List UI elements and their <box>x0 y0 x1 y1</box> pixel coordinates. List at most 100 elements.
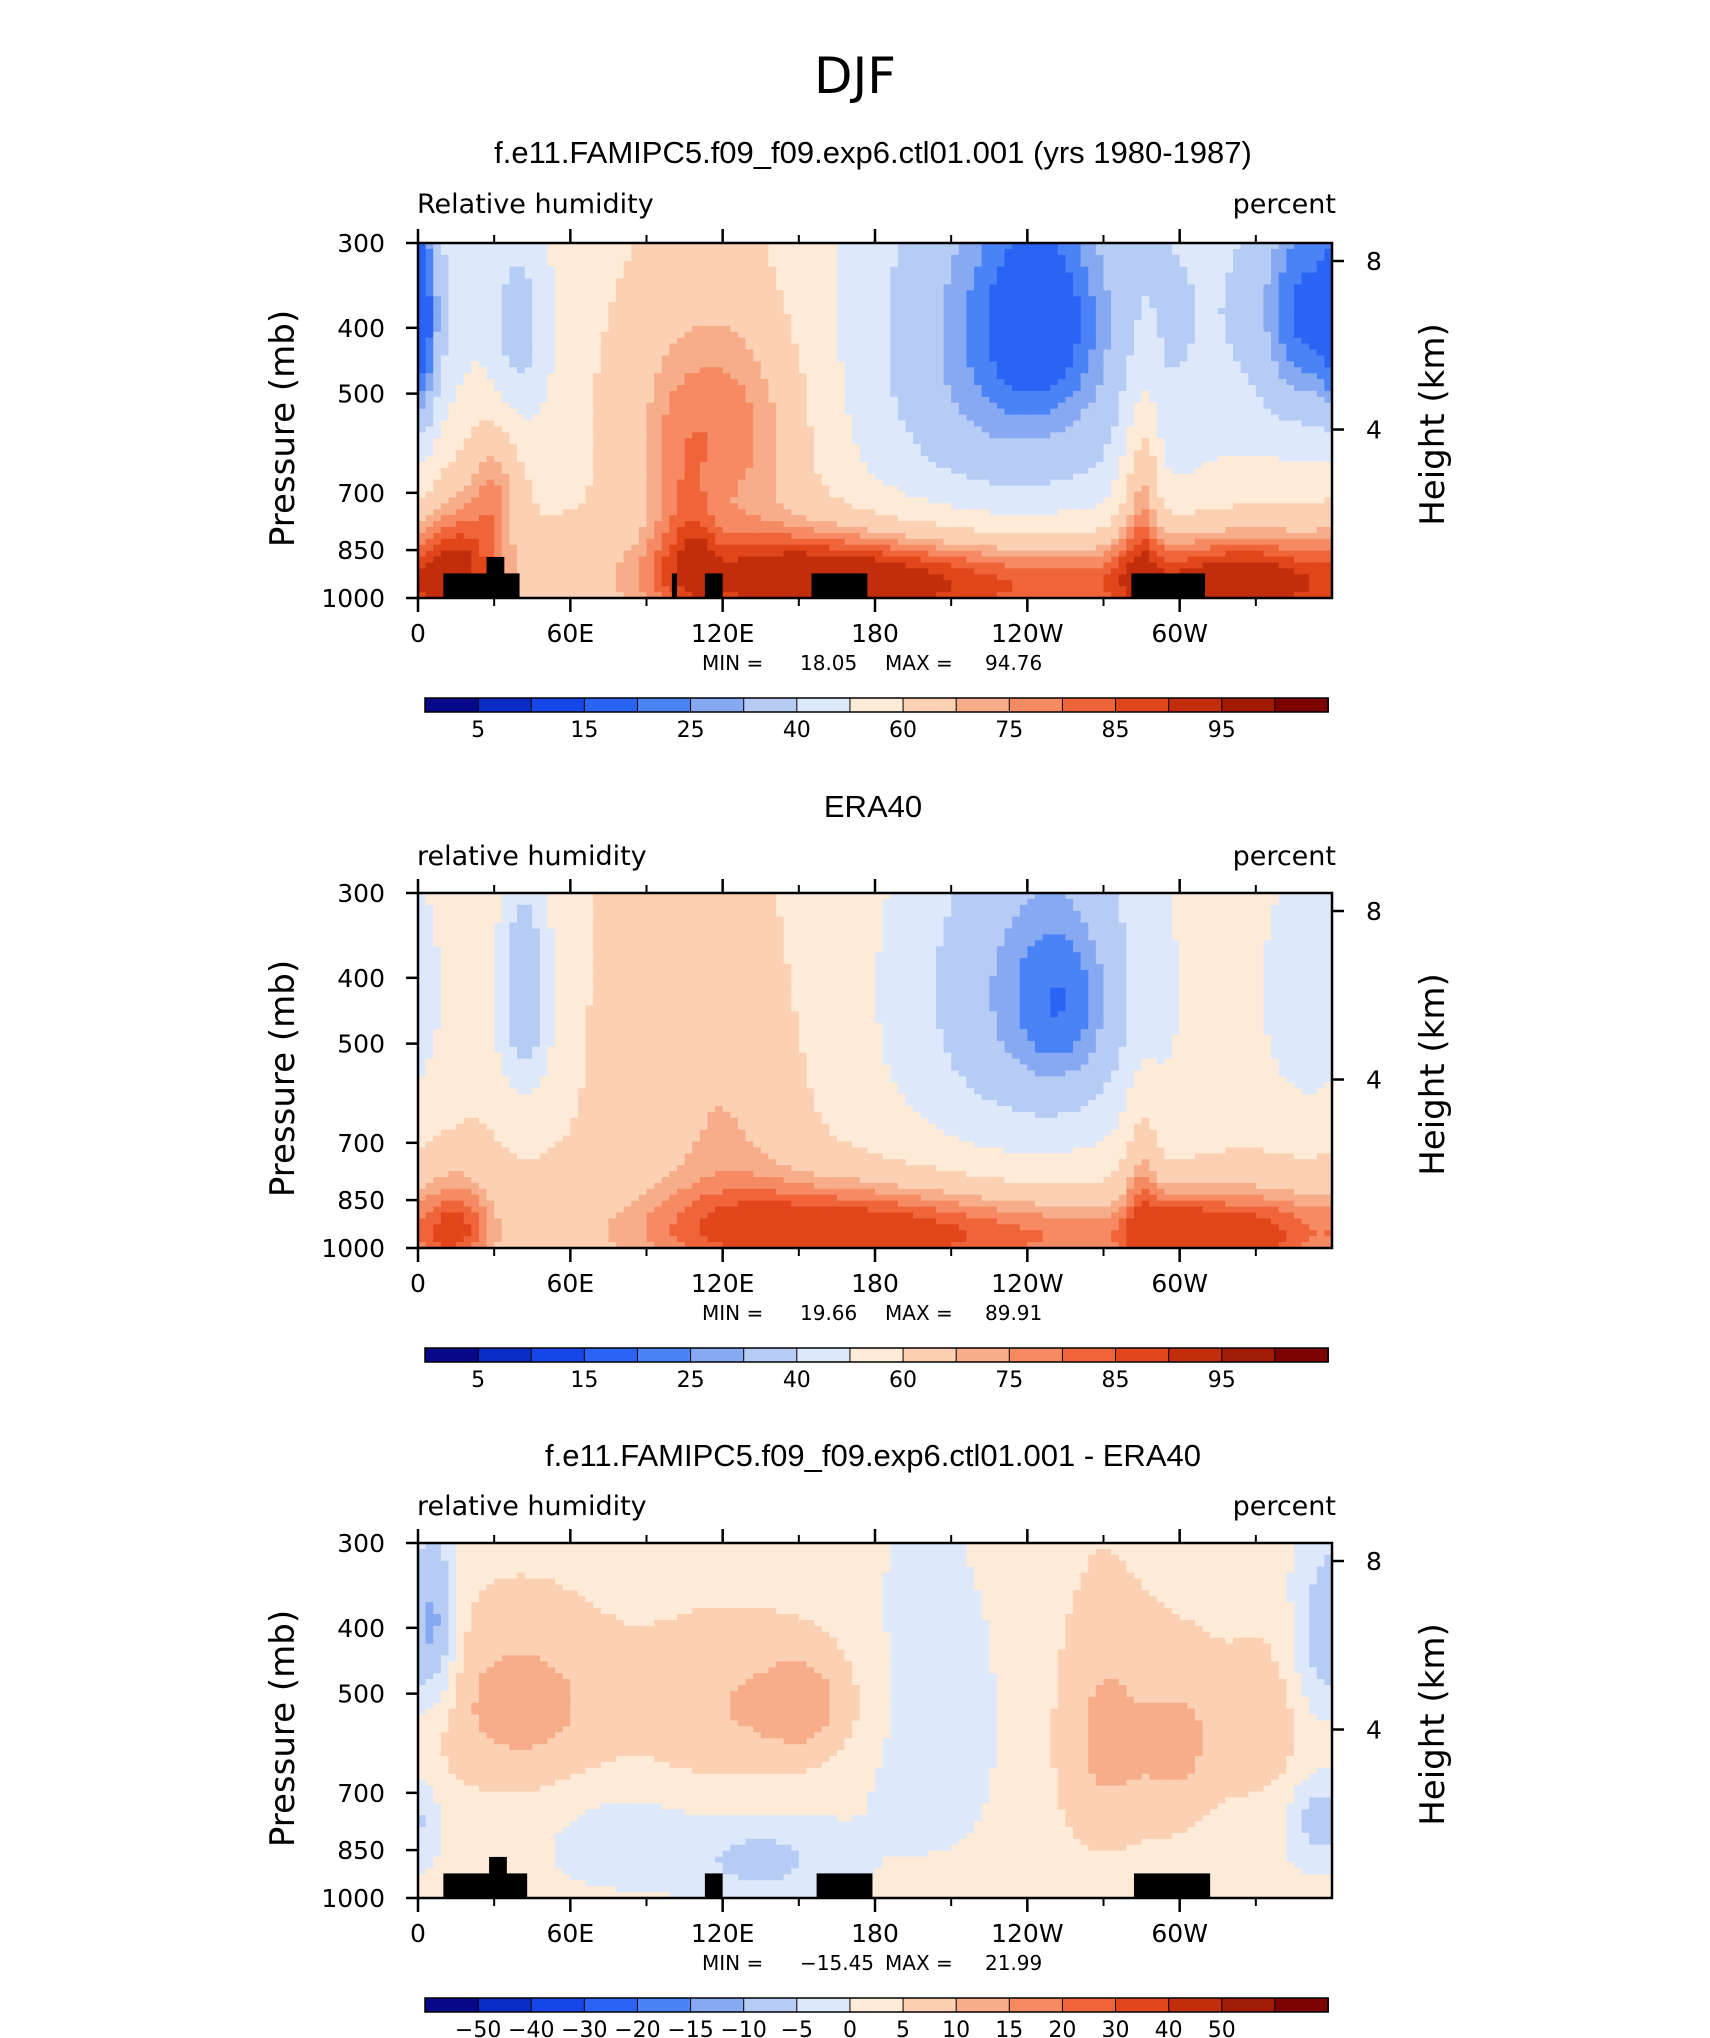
heatmap-cell <box>1210 355 1218 362</box>
heatmap-cell <box>905 338 913 345</box>
heatmap-cell <box>525 314 533 321</box>
heatmap-cell <box>974 296 982 303</box>
heatmap-cell <box>845 326 853 333</box>
heatmap-cell <box>456 379 464 386</box>
heatmap-cell <box>768 308 776 315</box>
heatmap-cell <box>814 314 822 321</box>
heatmap-cell <box>1073 308 1081 315</box>
heatmap-cell <box>517 314 525 321</box>
heatmap-cell <box>791 332 799 339</box>
heatmap-cell <box>547 296 555 303</box>
heatmap-cell <box>1180 355 1188 362</box>
heatmap-cell <box>1164 415 1172 422</box>
heatmap-cell <box>601 267 609 274</box>
heatmap-cell <box>532 308 540 315</box>
heatmap-cell <box>593 403 601 410</box>
heatmap-cell <box>1111 296 1119 303</box>
heatmap-cell <box>707 267 715 274</box>
heatmap-cell <box>1157 308 1165 315</box>
heatmap-cell <box>1309 314 1317 321</box>
heatmap-cell <box>494 361 502 368</box>
heatmap-cell <box>426 326 434 333</box>
heatmap-cell <box>441 373 449 380</box>
heatmap-cell <box>738 421 746 428</box>
heatmap-cell <box>1119 421 1127 428</box>
heatmap-cell <box>555 267 563 274</box>
heatmap-cell <box>1043 385 1051 392</box>
heatmap-cell <box>829 279 837 286</box>
heatmap-cell <box>867 421 875 428</box>
heatmap-cell <box>1294 350 1302 357</box>
heatmap-cell <box>517 350 525 357</box>
heatmap-cell <box>1225 296 1233 303</box>
heatmap-cell <box>723 426 731 433</box>
heatmap-cell <box>1210 361 1218 368</box>
heatmap-cell <box>768 391 776 398</box>
heatmap-cell <box>913 415 921 422</box>
heatmap-cell <box>692 361 700 368</box>
heatmap-cell <box>1035 385 1043 392</box>
heatmap-cell <box>1203 308 1211 315</box>
heatmap-cell <box>1035 426 1043 433</box>
heatmap-cell <box>966 432 974 439</box>
heatmap-cell <box>814 361 822 368</box>
heatmap-cell <box>784 255 792 262</box>
heatmap-cell <box>791 361 799 368</box>
heatmap-cell <box>1058 267 1066 274</box>
heatmap-cell <box>784 367 792 374</box>
heatmap-cell <box>715 426 723 433</box>
heatmap-cell <box>1309 302 1317 309</box>
heatmap-cell <box>707 391 715 398</box>
heatmap-cell <box>1218 409 1226 416</box>
heatmap-cell <box>509 273 517 280</box>
heatmap-cell <box>936 344 944 351</box>
heatmap-cell <box>974 361 982 368</box>
heatmap-cell <box>1088 338 1096 345</box>
heatmap-cell <box>578 415 586 422</box>
heatmap-cell <box>1058 338 1066 345</box>
heatmap-cell <box>776 373 784 380</box>
heatmap-cell <box>1157 267 1165 274</box>
heatmap-cell <box>1180 379 1188 386</box>
heatmap-cell <box>944 338 952 345</box>
heatmap-cell <box>1088 355 1096 362</box>
heatmap-cell <box>555 373 563 380</box>
heatmap-cell <box>1164 249 1172 256</box>
heatmap-cell <box>487 355 495 362</box>
heatmap-cell <box>898 273 906 280</box>
heatmap-cell <box>1081 320 1089 327</box>
heatmap-cell <box>1012 255 1020 262</box>
heatmap-cell <box>1096 279 1104 286</box>
heatmap-cell <box>845 373 853 380</box>
heatmap-cell <box>1180 415 1188 422</box>
heatmap-cell <box>1043 426 1051 433</box>
heatmap-cell <box>746 415 754 422</box>
heatmap-cell <box>1065 284 1073 291</box>
heatmap-cell <box>913 367 921 374</box>
heatmap-cell <box>563 284 571 291</box>
heatmap-cell <box>1126 314 1134 321</box>
heatmap-cell <box>890 296 898 303</box>
heatmap-cell <box>761 338 769 345</box>
heatmap-cell <box>677 326 685 333</box>
heatmap-cell <box>509 332 517 339</box>
heatmap-cell <box>951 320 959 327</box>
heatmap-cell <box>951 432 959 439</box>
heatmap-cell <box>517 421 525 428</box>
heatmap-cell <box>730 255 738 262</box>
heatmap-cell <box>944 409 952 416</box>
heatmap-cell <box>616 290 624 297</box>
heatmap-cell <box>1271 432 1279 439</box>
heatmap-cell <box>1180 284 1188 291</box>
heatmap-cell <box>951 338 959 345</box>
heatmap-cell <box>1058 296 1066 303</box>
heatmap-cell <box>875 385 883 392</box>
heatmap-cell <box>966 296 974 303</box>
heatmap-cell <box>685 379 693 386</box>
heatmap-cell <box>1035 379 1043 386</box>
heatmap-cell <box>1271 320 1279 327</box>
heatmap-cell <box>426 421 434 428</box>
heatmap-cell <box>814 432 822 439</box>
heatmap-cell <box>1096 326 1104 333</box>
heatmap-cell <box>1012 314 1020 321</box>
